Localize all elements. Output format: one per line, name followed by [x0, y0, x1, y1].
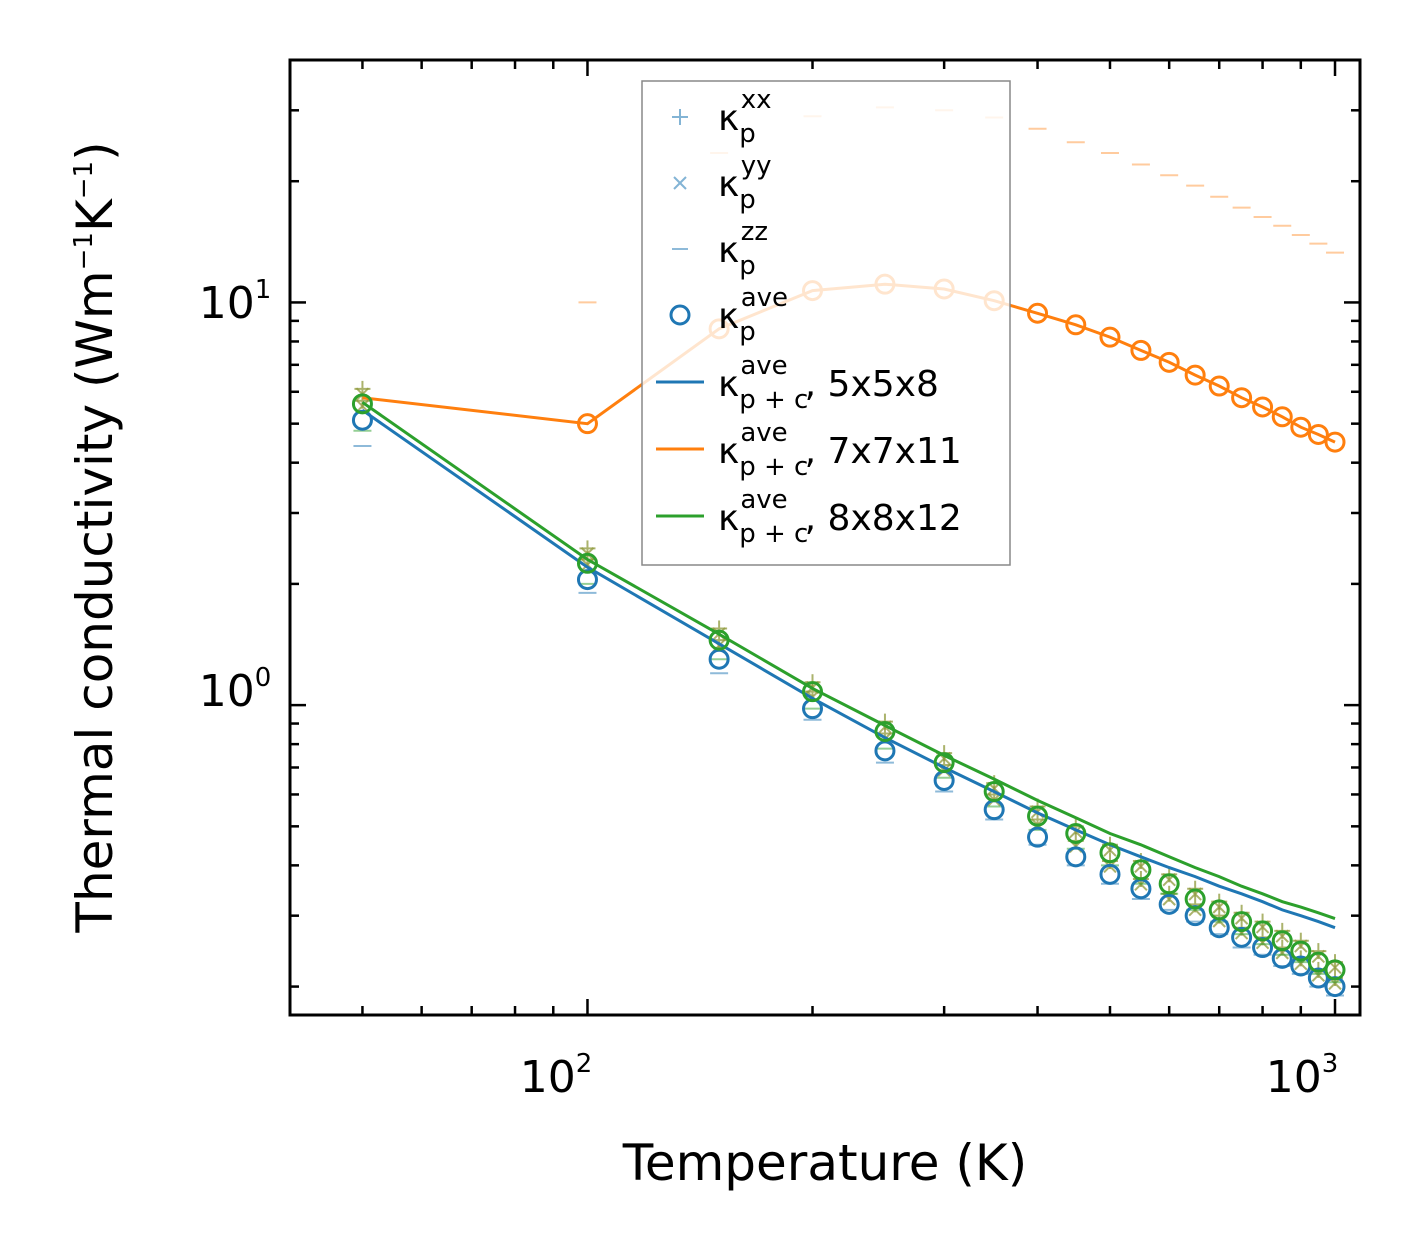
kp-ave-marker-7x7x11: [1027, 302, 1049, 324]
kp-ave-marker-8x8x12: [1208, 899, 1230, 921]
kp-ave-marker-5x5x8: [1158, 893, 1180, 915]
kp-ave-marker-7x7x11: [1290, 416, 1312, 438]
x-axis-title: Temperature (K): [622, 1134, 1027, 1192]
kp-ave-marker-8x8x12: [1290, 940, 1312, 962]
kp-ave-marker-8x8x12: [1158, 873, 1180, 895]
kp-ave-marker-7x7x11: [1271, 406, 1293, 428]
y-tick-label: 100: [199, 663, 272, 717]
kp-ave-marker-7x7x11: [1065, 314, 1087, 336]
kp-ave-marker-5x5x8: [983, 799, 1005, 821]
kp-ave-marker-8x8x12: [1324, 959, 1346, 981]
legend-symbol-circle: [669, 304, 691, 326]
kp-ave-marker-8x8x12: [351, 393, 373, 415]
x-tick-label: 102: [520, 1049, 593, 1103]
y-tick-exp: 1: [255, 275, 272, 305]
y-axis-title-close: ): [66, 141, 124, 161]
y-axis-title-k: K: [66, 198, 124, 232]
y-axis-title-exp1: −1: [69, 232, 99, 270]
kp-ave-marker-5x5x8: [933, 769, 955, 791]
kpc-ave-line-5x5x8: [361, 408, 1336, 930]
kp-ave-marker-5x5x8: [1099, 863, 1121, 885]
kp-ave-marker-7x7x11: [1130, 339, 1152, 361]
kp-ave-marker-5x5x8: [1027, 826, 1049, 848]
kp-ave-marker-5x5x8: [1065, 846, 1087, 868]
y-axis-title: Thermal conductivity (Wm−1K−1): [66, 141, 124, 933]
kp-ave-marker-8x8x12: [1307, 951, 1329, 973]
kp-ave-marker-8x8x12: [1065, 822, 1087, 844]
x-tick-base: 10: [520, 1052, 576, 1103]
cross-b: [1311, 949, 1326, 964]
kp-ave-marker-7x7x11: [1158, 351, 1180, 373]
kpc-ave-line-8x8x12: [361, 401, 1336, 921]
kp-ave-marker-8x8x12: [874, 720, 896, 742]
legend-label-kp-xx: κpxx: [718, 85, 772, 149]
kp-ave-marker-7x7x11: [1184, 364, 1206, 386]
kp-ave-marker-8x8x12: [1252, 920, 1274, 942]
kp-ave-marker-8x8x12: [933, 752, 955, 774]
x-tick-exp: 3: [1322, 1049, 1339, 1079]
legend: κpxx κpyy κpzz κpave κp + cave, 5x5x8 κp…: [641, 80, 1011, 566]
plot-frame: [288, 58, 1362, 1017]
kp-ave-marker-8x8x12: [576, 552, 598, 574]
kp-ave-marker-5x5x8: [1307, 967, 1329, 989]
kp-ave-marker-8x8x12: [1130, 859, 1152, 881]
legend-label-kpc-7x7x11: κp + cave, 7x7x11: [718, 418, 962, 482]
legend-label-kp-yy: κpyy: [718, 151, 772, 215]
kp-ave-marker-7x7x11: [1231, 387, 1253, 409]
kp-yy-marker-8x8x12: [1311, 949, 1326, 964]
axis-ticks: [288, 58, 1360, 1015]
x-tick-label: 103: [1266, 1049, 1339, 1103]
kp-ave-marker-8x8x12: [1271, 930, 1293, 952]
kp-ave-marker-8x8x12: [1184, 888, 1206, 910]
y-axis-title-exp2: −1: [69, 161, 99, 199]
kp-ave-marker-5x5x8: [351, 409, 373, 431]
legend-label-kp-ave: κpave: [718, 283, 788, 347]
kp-ave-marker-7x7x11: [1208, 375, 1230, 397]
legend-symbols: [656, 109, 704, 518]
x-tick-exp: 2: [576, 1049, 593, 1079]
kp-ave-marker-5x5x8: [1231, 926, 1253, 948]
legend-box: [641, 80, 1011, 566]
legend-label-kp-zz: κpzz: [718, 217, 768, 281]
kp-ave-marker-7x7x11: [1252, 396, 1274, 418]
kp-ave-marker-7x7x11: [1324, 431, 1346, 453]
kp-ave-marker-5x5x8: [576, 569, 598, 591]
kp-ave-marker-8x8x12: [983, 781, 1005, 803]
kp-yy-marker-5x5x8: [355, 399, 370, 413]
kp-ave-marker-8x8x12: [1027, 805, 1049, 827]
kp-ave-marker-7x7x11: [1099, 326, 1121, 348]
kp-ave-marker-8x8x12: [1099, 842, 1121, 864]
legend-label-kpc-8x8x12: κp + cave, 8x8x12: [718, 485, 962, 549]
kp-ave-marker-8x8x12: [708, 629, 730, 651]
x-tick-labels: 102 103: [520, 1049, 1339, 1103]
cross-b: [1069, 824, 1083, 839]
legend-label-kpc-5x5x8: κp + cave, 5x5x8: [718, 351, 939, 415]
kp-ave-marker-7x7x11: [576, 413, 598, 435]
cross-b: [673, 176, 687, 190]
y-tick-base: 10: [199, 666, 255, 717]
y-tick-label: 101: [199, 275, 272, 329]
legend-symbol-plus: [672, 109, 688, 125]
kp-ave-marker-8x8x12: [802, 681, 824, 703]
y-tick-base: 10: [199, 278, 255, 329]
y-tick-labels: 100 101: [199, 275, 272, 717]
legend-symbol-cross: [673, 176, 687, 190]
cross-b: [355, 399, 370, 413]
kp-ave-marker-5x5x8: [874, 740, 896, 762]
y-tick-exp: 0: [255, 663, 272, 693]
y-axis-title-main: Thermal conductivity (Wm: [66, 270, 124, 933]
x-tick-base: 10: [1266, 1052, 1322, 1103]
kp-ave-marker-7x7x11: [1307, 423, 1329, 445]
kp-ave-marker-8x8x12: [1231, 911, 1253, 933]
